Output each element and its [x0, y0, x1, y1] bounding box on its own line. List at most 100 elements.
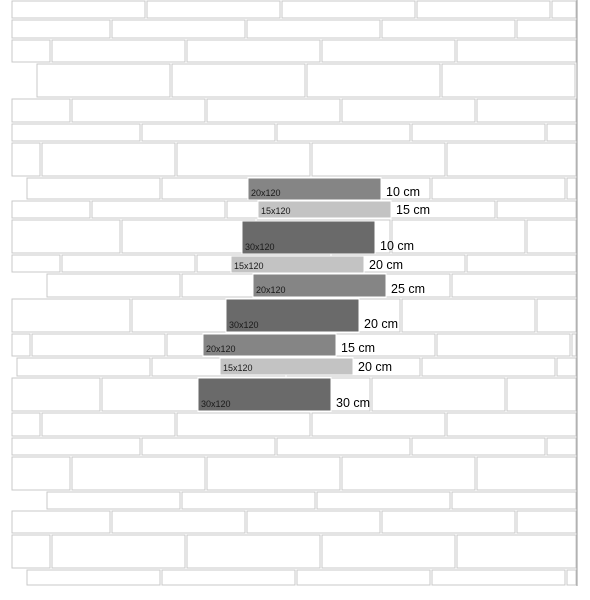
wall-brick: [141, 437, 276, 456]
tile-size-label: 30x120: [229, 320, 259, 330]
wall-brick: [516, 19, 577, 39]
tile-offset-label: 15 cm: [341, 341, 375, 355]
wall-brick: [321, 39, 456, 63]
wall-brick: [141, 123, 276, 142]
wall-brick: [26, 569, 161, 586]
wall-brick: [91, 200, 226, 219]
wall-brick: [381, 510, 516, 534]
wall-brick: [526, 219, 577, 254]
wall-brick: [246, 19, 381, 39]
wall-brick: [36, 63, 171, 98]
tile-offset-label: 10 cm: [386, 185, 420, 199]
tile-offset-label: 20 cm: [369, 258, 403, 272]
wall-brick: [416, 0, 551, 19]
wall-brick: [11, 534, 51, 569]
wall-brick: [26, 177, 161, 200]
wall-brick: [456, 39, 577, 63]
tile-offset-label: 20 cm: [358, 360, 392, 374]
wall-brick: [186, 534, 321, 569]
wall-brick: [246, 510, 381, 534]
tile-size-label: 15x120: [223, 363, 253, 373]
wall-brick: [566, 569, 577, 586]
highlighted-tile: [257, 200, 392, 219]
wall-brick: [51, 39, 186, 63]
wall-brick: [61, 254, 196, 273]
wall-brick: [451, 491, 577, 510]
tile-offset-label: 25 cm: [391, 282, 425, 296]
wall-brick: [546, 437, 577, 456]
highlighted-tiles: 20x120 10 cm 15x120 15 cm 30x120 10 cm 15x120 2…: [197, 177, 430, 412]
wall-brick: [381, 19, 516, 39]
wall-brick: [11, 456, 71, 491]
wall-brick: [51, 534, 186, 569]
wall-brick: [516, 510, 577, 534]
tile-size-label: 30x120: [245, 242, 275, 252]
wall-brick: [46, 491, 181, 510]
wall-brick: [11, 510, 111, 534]
wall-brick: [276, 123, 411, 142]
wall-brick: [71, 456, 206, 491]
wall-brick: [316, 491, 451, 510]
wall-brick: [111, 510, 246, 534]
wall-brick: [451, 273, 577, 298]
wall-brick: [536, 298, 577, 333]
wall-brick: [411, 437, 546, 456]
wall-brick: [571, 333, 577, 357]
wall-brick: [441, 63, 576, 98]
wall-brick: [11, 200, 91, 219]
wall-brick: [311, 412, 446, 437]
wall-brick: [11, 333, 31, 357]
wall-brick: [11, 377, 101, 412]
wall-brick: [206, 456, 341, 491]
wall-brick: [496, 200, 577, 219]
wall-brick: [176, 412, 311, 437]
wall-brick: [11, 19, 111, 39]
wall-brick: [186, 39, 321, 63]
wall-brick: [436, 333, 571, 357]
tile-offset-label: 20 cm: [364, 317, 398, 331]
wall-brick: [121, 219, 256, 254]
wall-brick: [11, 98, 71, 123]
wall-brick: [296, 569, 431, 586]
wall-brick: [321, 534, 456, 569]
highlighted-tile: [202, 333, 337, 357]
wall-brick: [466, 254, 577, 273]
tile-offset-label: 30 cm: [336, 396, 370, 410]
wall-brick: [476, 98, 577, 123]
wall-brick: [446, 142, 577, 177]
highlighted-tile: [247, 177, 382, 201]
wall-brick: [341, 98, 476, 123]
wall-brick: [31, 333, 166, 357]
highlighted-tile: [225, 298, 360, 333]
wall-brick: [181, 491, 316, 510]
tile-size-label: 20x120: [251, 188, 281, 198]
tile-size-label: 20x120: [206, 344, 236, 354]
wall-brick: [146, 0, 281, 19]
highlighted-tile: [230, 255, 365, 274]
wall-brick: [11, 142, 41, 177]
wall-brick: [431, 569, 566, 586]
wall-brick: [446, 412, 577, 437]
tile-offset-label: 15 cm: [396, 203, 430, 217]
wall-brick: [176, 142, 311, 177]
wall-brick: [11, 437, 141, 456]
highlighted-tile: [197, 377, 332, 412]
wall-brick: [371, 377, 506, 412]
wall-brick: [401, 298, 536, 333]
wall-brick: [11, 123, 141, 142]
tile-offset-label: 10 cm: [380, 239, 414, 253]
tile-size-label: 15x120: [261, 206, 291, 216]
wall-brick: [546, 123, 577, 142]
wall-brick: [431, 177, 566, 200]
highlighted-tile: [219, 357, 354, 376]
wall-brick: [306, 63, 441, 98]
wall-brick: [171, 63, 306, 98]
wall-brick: [11, 39, 51, 63]
highlighted-tile: [241, 220, 376, 255]
wall-brick: [281, 0, 416, 19]
wall-brick: [41, 412, 176, 437]
wall-brick: [421, 357, 556, 377]
wall-brick: [311, 142, 446, 177]
tile-size-label: 15x120: [234, 261, 264, 271]
